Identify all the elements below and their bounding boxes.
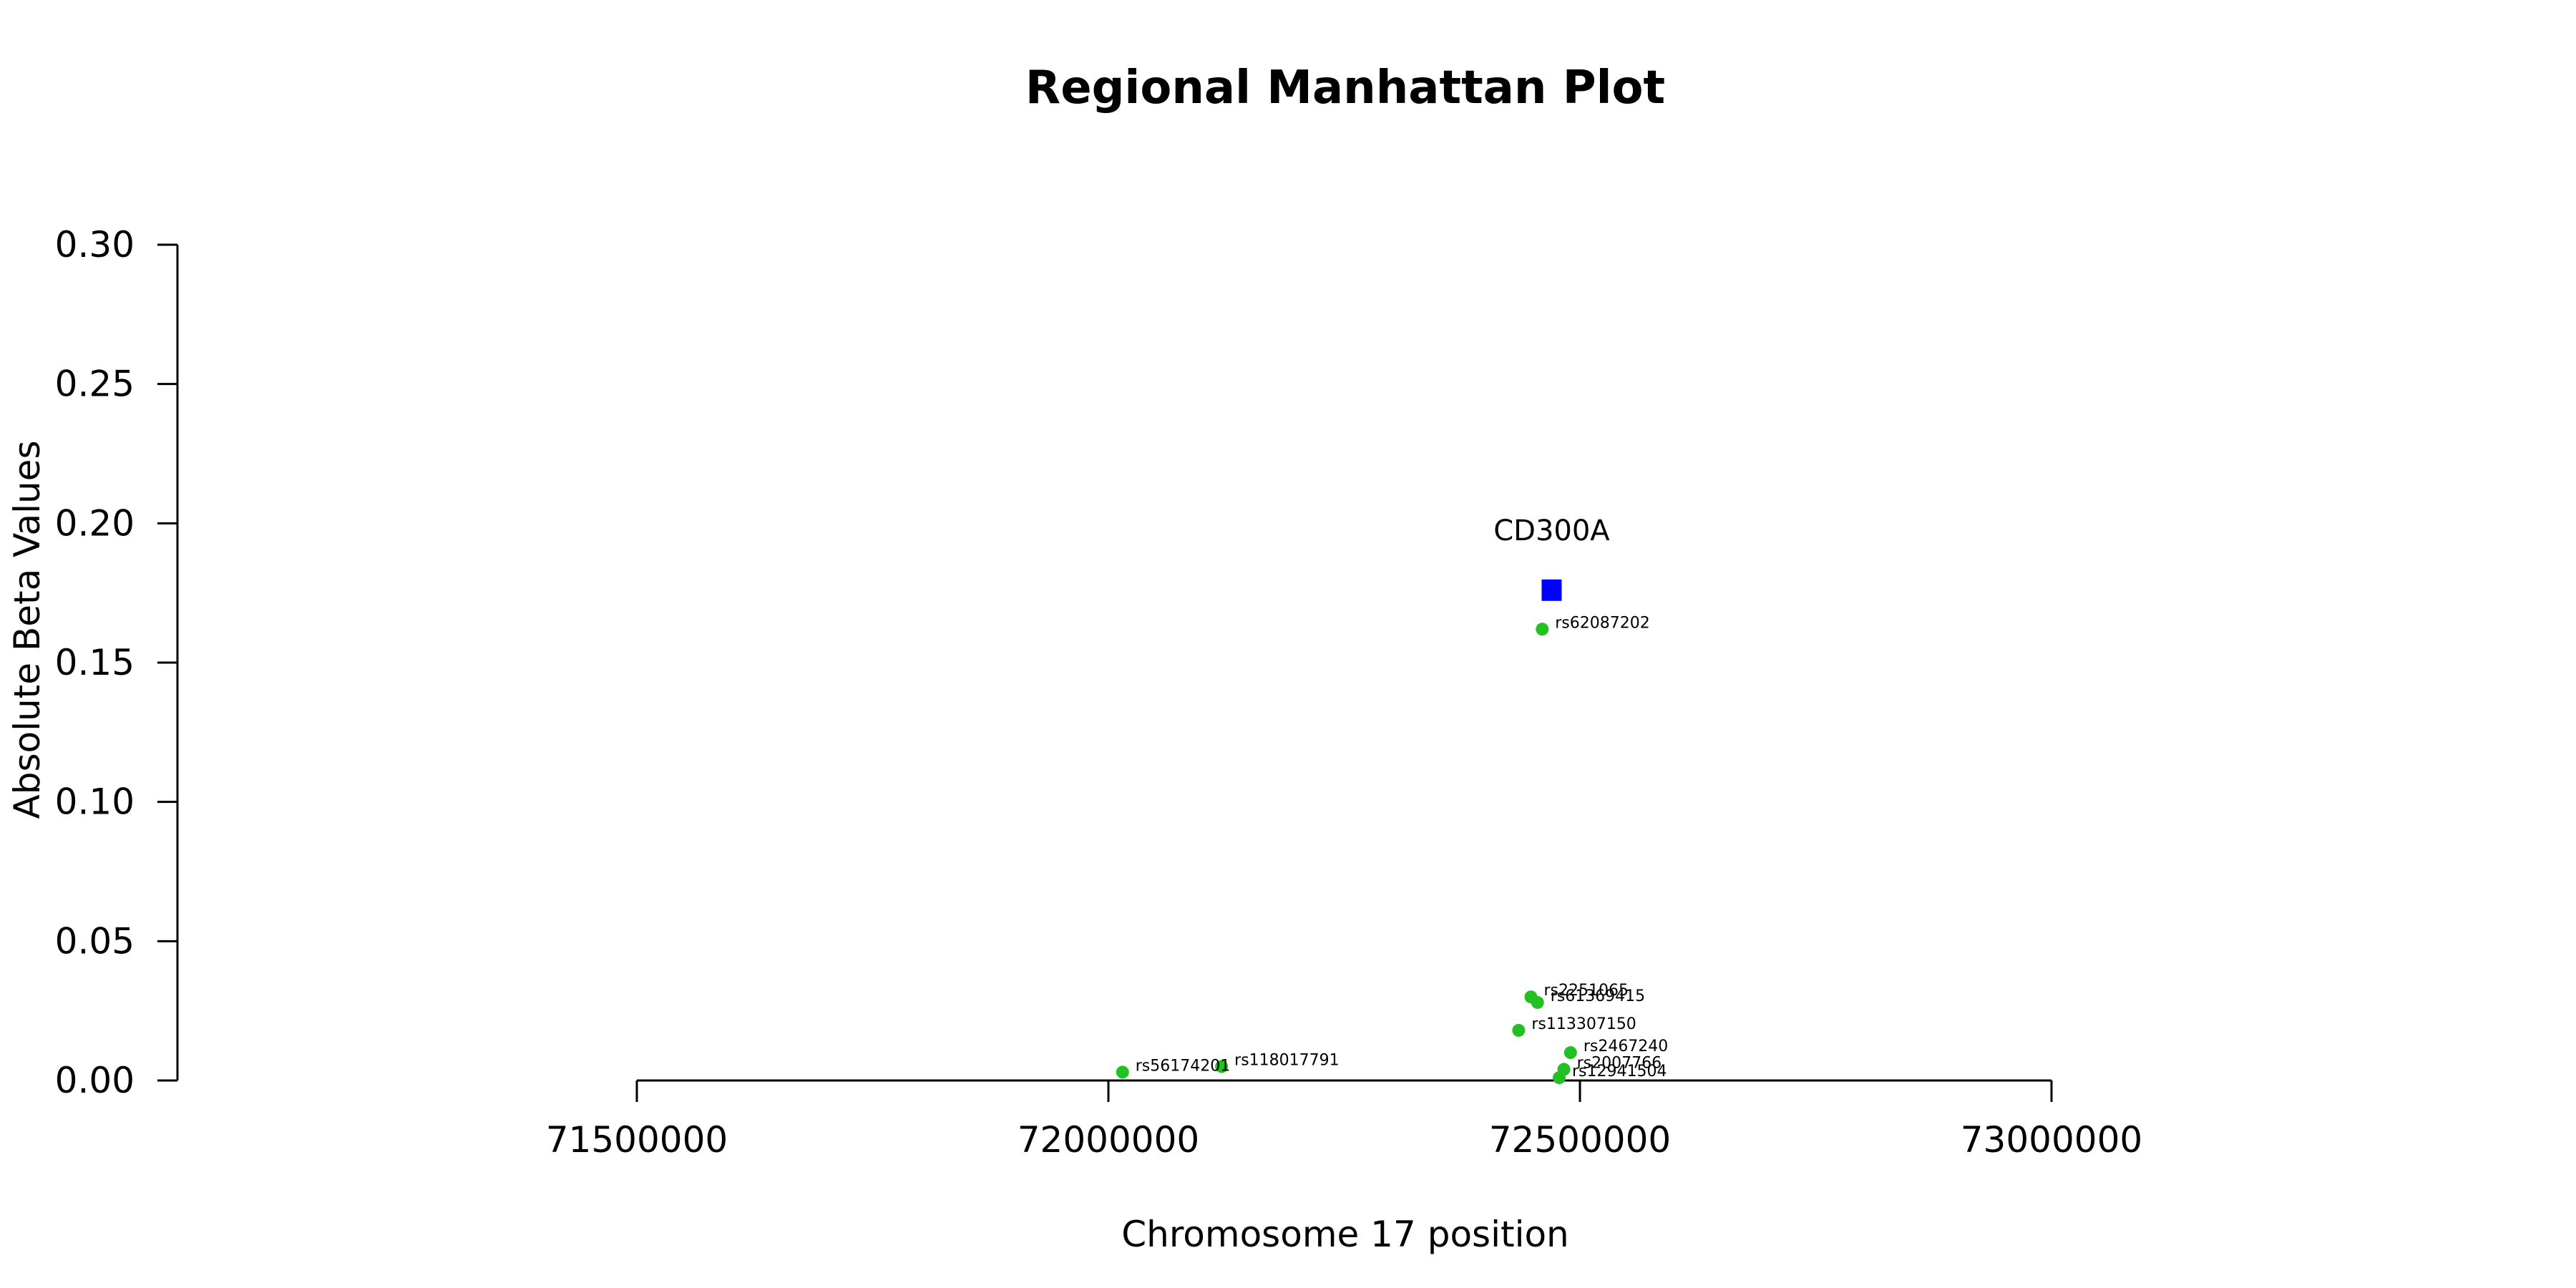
- x-tick-label: 71500000: [546, 1119, 728, 1161]
- chart-title: Regional Manhattan Plot: [1025, 62, 1665, 114]
- snp-label: rs56174201: [1136, 1057, 1230, 1075]
- y-axis: 0.00 0.05 0.10 0.15 0.20 0.25 0.30: [55, 224, 179, 1101]
- snp-point: [1563, 1046, 1577, 1060]
- y-tick-label: 0.05: [55, 920, 135, 962]
- snp-label: rs12941504: [1572, 1063, 1667, 1080]
- y-tick-label: 0.25: [55, 364, 135, 405]
- y-tick-label: 0.00: [55, 1060, 135, 1101]
- x-axis-label: Chromosome 17 position: [1121, 1214, 1569, 1255]
- y-tick-label: 0.30: [55, 224, 135, 265]
- x-tick-label: 73000000: [1961, 1119, 2143, 1161]
- x-tick-label: 72500000: [1489, 1119, 1672, 1161]
- y-tick-label: 0.15: [55, 642, 135, 683]
- y-tick-label: 0.10: [55, 781, 135, 823]
- gene-label: CD300A: [1493, 514, 1610, 547]
- snp-label: rs61369415: [1551, 987, 1645, 1005]
- snp-label: rs2007766: [1577, 1054, 1662, 1072]
- snp-label: rs2467240: [1584, 1038, 1669, 1055]
- snp-label: rs2251065: [1543, 982, 1629, 1000]
- snp-label: rs62087202: [1555, 614, 1649, 632]
- snp-point: [1512, 1023, 1526, 1037]
- snp-point: [1531, 995, 1544, 1009]
- snp-label: rs113307150: [1531, 1015, 1636, 1033]
- gene-layer: CD300A: [1493, 514, 1610, 601]
- snp-point: [1116, 1065, 1129, 1079]
- x-axis: 71500000 72000000 72500000 73000000: [546, 1079, 2143, 1161]
- snp-point: [1215, 1060, 1229, 1073]
- gene-marker: [1541, 579, 1562, 601]
- snp-point: [1553, 1071, 1566, 1085]
- y-axis-label: Absolute Beta Values: [6, 441, 48, 819]
- snp-label: rs118017791: [1234, 1052, 1339, 1070]
- snp-point: [1536, 623, 1549, 636]
- y-tick-label: 0.20: [55, 502, 135, 544]
- x-tick-label: 72000000: [1018, 1119, 1200, 1161]
